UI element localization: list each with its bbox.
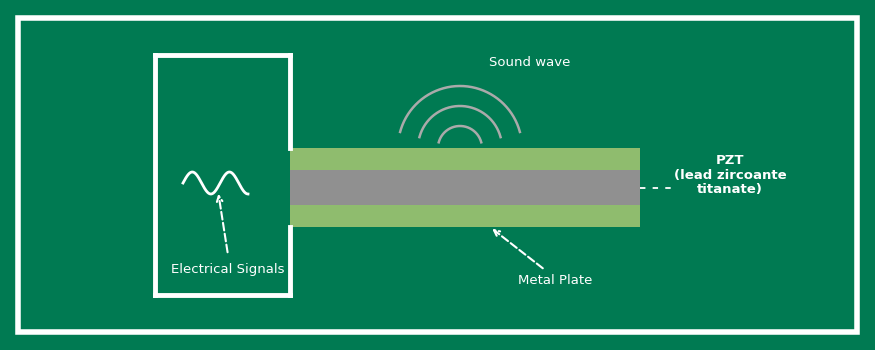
Bar <box>18 18 857 332</box>
Bar <box>290 205 640 227</box>
Text: Electrical Signals: Electrical Signals <box>172 264 284 276</box>
Text: PZT
(lead zircoante
titanate): PZT (lead zircoante titanate) <box>674 154 787 196</box>
Text: Sound wave: Sound wave <box>489 56 570 69</box>
Text: Metal Plate: Metal Plate <box>518 273 592 287</box>
Bar <box>290 170 640 205</box>
Bar <box>290 148 640 170</box>
